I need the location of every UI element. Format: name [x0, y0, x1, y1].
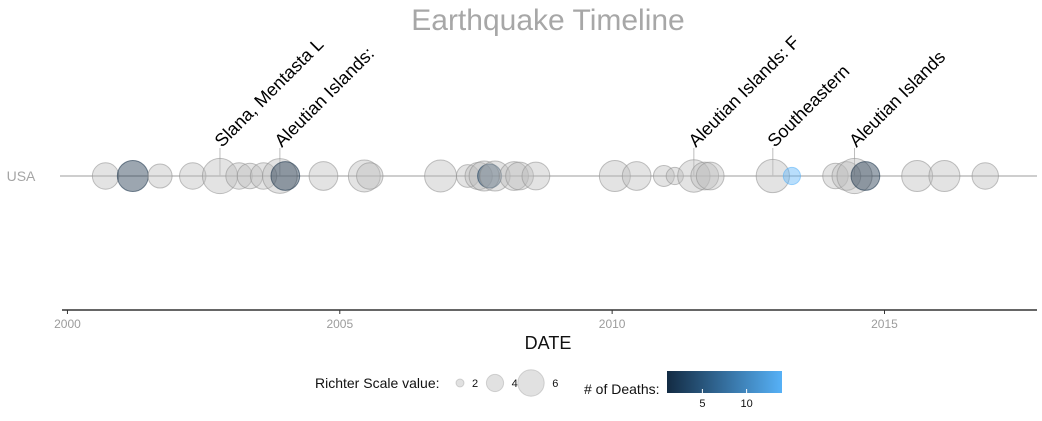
legend-color-tick-label-10: 10	[740, 398, 752, 410]
y-category-label: USA	[7, 168, 36, 184]
earthquake-point-35	[850, 161, 881, 191]
earthquake-point-26	[665, 166, 684, 186]
earthquake-point-6	[225, 162, 253, 190]
earthquake-point-14	[424, 159, 458, 193]
earthquake-point-19	[479, 160, 511, 192]
x-axis-tick-label-2010: 2010	[599, 317, 626, 331]
earthquake-point-12	[347, 159, 381, 193]
earthquake-point-2	[116, 160, 149, 192]
x-axis-tick-label-2015: 2015	[871, 317, 898, 331]
earthquake-point-3	[147, 163, 173, 189]
earthquake-point-20	[499, 161, 529, 191]
legend-size-label-2: 2	[472, 378, 478, 390]
earthquake-point-8	[249, 162, 278, 190]
earthquake-point-30	[755, 158, 790, 194]
legend-size-label-4: 4	[512, 378, 518, 390]
earthquake-point-36	[901, 160, 934, 192]
legend-color-tick-label-5: 5	[699, 398, 705, 410]
annotation-label-5: Aleutian Islands	[845, 47, 949, 151]
earthquake-point-37	[928, 160, 961, 192]
earthquake-point-10	[270, 161, 301, 191]
legend-size-symbol-4	[485, 373, 505, 393]
earthquake-point-11	[308, 161, 339, 191]
annotation-label-4: Southeastern	[764, 61, 854, 151]
earthquake-point-13	[356, 162, 384, 190]
chart-title: Earthquake Timeline	[411, 4, 685, 37]
earthquake-point-17	[468, 160, 500, 192]
earthquake-point-25	[652, 165, 675, 187]
earthquake-point-9	[262, 158, 298, 194]
legend-color-title: # of Deaths:	[584, 381, 660, 397]
earthquake-point-27	[677, 159, 711, 193]
earthquake-point-15	[455, 164, 480, 188]
x-axis-tick-label-2000: 2000	[54, 317, 81, 331]
earthquake-point-1	[91, 162, 120, 190]
deaths-colorbar	[667, 371, 782, 393]
earthquake-point-31	[782, 166, 801, 186]
legend-size-symbol-2	[455, 378, 465, 388]
earthquake-point-29	[695, 161, 725, 191]
earthquake-point-21	[505, 161, 534, 191]
legend-size-label-6: 6	[552, 378, 558, 390]
earthquake-point-38	[971, 162, 999, 190]
legend-size-symbol-6	[517, 369, 545, 397]
earthquake-point-18	[477, 163, 503, 189]
earthquake-point-34	[836, 157, 873, 195]
earthquake-point-4	[179, 162, 207, 190]
annotation-label-1: Slana, Mentasta L	[211, 34, 328, 151]
earthquake-point-22	[521, 161, 551, 191]
earthquake-point-32	[822, 162, 849, 190]
x-axis-label: DATE	[525, 333, 572, 353]
x-axis-tick-label-2005: 2005	[326, 317, 353, 331]
legend-size-title: Richter Scale value:	[315, 375, 440, 391]
earthquake-point-24	[621, 161, 652, 191]
earthquake-point-23	[598, 160, 631, 192]
